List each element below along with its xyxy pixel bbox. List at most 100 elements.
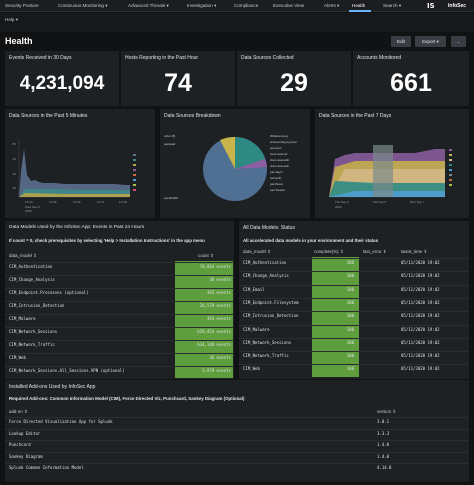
panel-datamodels-24h: Data Models Used by the InfoSec App: Eve… <box>5 221 234 379</box>
x-sub-label: 2020 <box>25 209 32 213</box>
datamodels_24h-cell-model: CIM_Change_Analysis <box>9 277 55 282</box>
datamodels_status-cell-complete: 100 <box>346 366 354 372</box>
datamodels_status-cell-complete: 100 <box>346 260 354 265</box>
title-row: Health Edit Export ▾ ... <box>0 32 474 50</box>
datamodels_status-cell-complete: 100 <box>346 299 354 305</box>
legend-swatch <box>133 189 136 191</box>
datamodels_status-cell-complete: 100 <box>346 339 354 345</box>
kpi-title: Accounts Monitored <box>357 55 402 61</box>
datamodels_status-cell-model: CIM_Malware <box>243 326 270 332</box>
datamodels_24h-cell-count: 20,570 events <box>199 303 231 308</box>
x-tick: Mon Sep 7 <box>410 200 425 204</box>
y-tick: 80 <box>13 142 17 146</box>
datamodels_24h-cell-model: CIM_Web <box>9 355 26 360</box>
addons-cell-version: 1.4.0 <box>377 442 390 447</box>
row-divider <box>5 428 469 430</box>
legend-swatch <box>449 164 452 166</box>
x-tick: 12:46 <box>73 200 81 204</box>
datamodels_24h-cell-model: CIM_Endpoint.Processes (optional) <box>9 290 89 295</box>
chart-title: Data Sources Breakdown <box>164 113 221 119</box>
row-divider <box>5 417 469 418</box>
kpi-events-30d: Events Received in 30 Days 4,231,094 <box>5 51 119 106</box>
datamodels_status-cell-time: 05/11/2020 19:02 <box>401 353 440 359</box>
col-header-latest-time[interactable]: latest_time ⇕ <box>401 249 428 254</box>
datamodels_status-cell-model: CIM_Email <box>243 286 265 292</box>
kpi-value: 661 <box>390 69 432 97</box>
kpi-value: 74 <box>164 69 192 97</box>
more-button[interactable]: ... <box>451 36 466 47</box>
row-divider <box>239 297 469 299</box>
addons-cell-version: 4.14.0 <box>377 465 392 470</box>
help-menu[interactable]: Help ▾ <box>5 17 19 22</box>
export-button[interactable]: Export ▾ <box>415 36 446 47</box>
col-header-version[interactable]: version ⇕ <box>377 409 397 414</box>
datamodels_24h-cell-count: 634,148 events <box>197 342 231 347</box>
count-column-bg <box>175 261 233 378</box>
col-header-last-error[interactable]: last_error ⇕ <box>363 249 387 254</box>
panel-title: Installed Add-ons Used by InfoSec App <box>9 384 96 390</box>
area-series-6 <box>373 145 393 197</box>
datamodels_status-cell-complete: 100 <box>346 273 354 279</box>
nav-executive-view[interactable]: Executive View <box>273 3 305 8</box>
datamodels_status-cell-time: 05/11/2020 19:02 <box>401 260 440 265</box>
legend-swatch <box>449 154 452 156</box>
panel-title: Data Models Used by the InfoSec App: Eve… <box>9 225 145 230</box>
pie-label: pan:theatre <box>270 188 286 192</box>
kpi-value: 4,231,094 <box>19 73 105 94</box>
kpi-title: Data Sources Collected <box>241 55 294 61</box>
addons-cell-version: 1.4.0 <box>377 453 390 459</box>
datamodels_status-cell-complete: 100 <box>346 353 354 359</box>
col-header-data-model[interactable]: data_model ⇕ <box>9 253 37 258</box>
datamodels_status-cell-time: 05/11/2020 19:02 <box>401 313 440 319</box>
pie-label: other (8) <box>164 134 175 138</box>
datamodels_24h-cell-count: 393 events <box>206 316 231 321</box>
nav-alerts[interactable]: Alerts ▾ <box>324 3 340 8</box>
nav-continuous-monitoring[interactable]: Continuous Monitoring ▾ <box>58 3 108 8</box>
nav-investigation[interactable]: Investigation ▾ <box>187 3 217 8</box>
pie-label: cisco:asa:auth <box>270 164 290 168</box>
x-tick: 12:47 <box>97 200 105 204</box>
chart-breakdown: Data Sources Breakdown other (8) panipai… <box>160 109 310 218</box>
addons-cell-addon: Punchcard <box>9 442 31 447</box>
datamodels_status-cell-model: CIM_Network_Traffic <box>243 353 289 359</box>
datamodels_24h-cell-model: CIM_Network_Sessions.All_Sessions.VPN (o… <box>9 368 125 373</box>
pie-label: WinEventLog <box>270 134 288 138</box>
datamodels_status-cell-model: CIM_Web <box>243 366 260 372</box>
nav-health[interactable]: Health <box>352 3 366 8</box>
legend-swatch <box>449 174 452 176</box>
row-divider <box>5 366 234 367</box>
datamodels_24h-cell-model: CIM_Malware <box>9 316 36 321</box>
x-tick: 12:48 <box>119 200 127 204</box>
col-header-addon[interactable]: add-on ⇕ <box>9 409 28 414</box>
x-tick: 12:45 <box>49 200 57 204</box>
table-datamodels-24h: data_model ⇕ count ⇕ CIM_Authentication 7… <box>5 221 234 379</box>
row-divider <box>239 271 469 273</box>
col-header-complete[interactable]: complete(%) ⇕ <box>314 249 344 254</box>
edit-button[interactable]: Edit <box>391 36 411 47</box>
nav-compliance[interactable]: Compliance <box>234 3 259 8</box>
nav-security-posture[interactable]: Security Posture <box>5 3 39 8</box>
datamodels_status-cell-complete: 100 <box>346 286 354 292</box>
nav-search[interactable]: Search ▾ <box>383 3 402 8</box>
legend-swatch <box>449 169 452 171</box>
chart-title: Data Sources in the Past 5 Minutes <box>9 113 88 119</box>
pie-slice-wineventlog <box>235 137 265 169</box>
chart-sources-7day-plot: Thu Sep 3 2020 Sat Sep 5 Mon Sep 7 <box>329 145 452 209</box>
pie-label: pandtraffic <box>164 196 178 200</box>
row-divider <box>5 327 234 328</box>
kpi-value: 29 <box>280 69 308 97</box>
addons-cell-version: 3.3.3 <box>377 430 390 436</box>
col-header-data-model[interactable]: data_model ⇕ <box>243 249 271 254</box>
row-divider <box>239 364 469 366</box>
pie-chart: other (8) panipaid pandtraffic WinEventL… <box>164 134 297 201</box>
col-header-count[interactable]: count ⇕ <box>198 253 214 258</box>
datamodels_status-cell-time: 05/11/2020 19:02 <box>401 366 440 372</box>
legend-swatch <box>133 179 136 181</box>
kpi-title: Hosts Reporting in the Past Hour <box>125 55 199 61</box>
datamodels_24h-cell-model: CIM_Authentication <box>9 264 53 269</box>
chart-title: Data Sources in the Past 7 Days <box>319 113 392 119</box>
nav-advanced-threats[interactable]: Advanced Threats ▾ <box>128 3 169 8</box>
area-series-3 <box>19 193 130 197</box>
row-divider <box>5 463 469 464</box>
row-divider <box>5 301 234 302</box>
